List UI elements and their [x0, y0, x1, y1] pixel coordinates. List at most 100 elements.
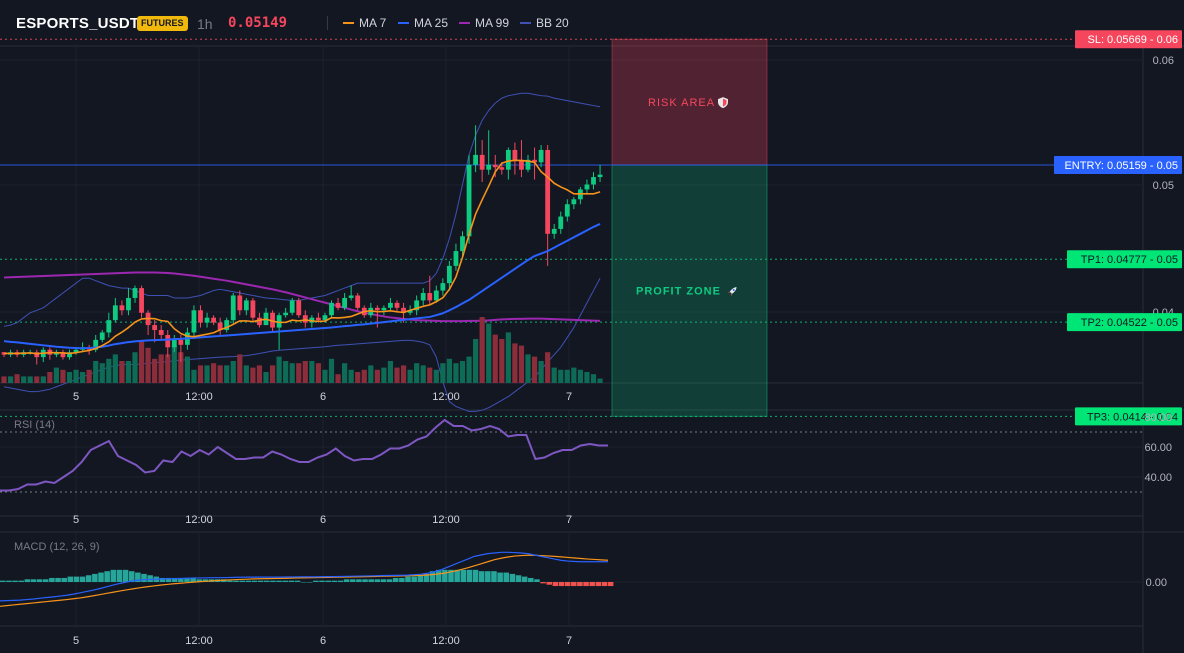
candle	[152, 320, 158, 343]
macd-histogram-bar	[589, 582, 595, 587]
volume-bar	[433, 369, 439, 383]
candle-body	[204, 317, 210, 323]
volume-bar	[27, 376, 33, 383]
time-axis-tick: 6	[320, 514, 326, 526]
candle	[283, 307, 289, 318]
volume-bar	[47, 372, 53, 383]
candle	[453, 243, 459, 271]
volume-bar	[211, 363, 217, 383]
candle-body	[165, 334, 171, 348]
risk-area-label: RISK AREA	[648, 97, 715, 109]
shield-half	[723, 98, 727, 107]
candle-body	[283, 312, 289, 316]
candle-body	[93, 339, 99, 350]
legend-bb20-label: BB 20	[536, 16, 569, 30]
candle-body	[73, 349, 79, 353]
macd-histogram-bar	[405, 576, 411, 582]
macd-histogram-bar	[270, 580, 276, 582]
macd-histogram-bar	[472, 569, 479, 582]
volume-bar	[400, 365, 407, 383]
candle	[329, 300, 334, 318]
rsi-axis-tick: 40.00	[1144, 472, 1172, 484]
legend-bb20[interactable]: BB 20	[520, 16, 569, 30]
candle	[217, 317, 223, 335]
macd-histogram-bar	[429, 571, 436, 582]
bb20-swatch	[520, 21, 531, 24]
macd-histogram-bar	[319, 580, 325, 582]
macd-histogram-bar	[577, 582, 583, 587]
macd-histogram-bar	[276, 580, 282, 582]
macd-histogram-bar	[356, 579, 362, 582]
candle	[473, 125, 478, 173]
volume-bar	[217, 365, 223, 383]
level-label-bg	[1067, 250, 1182, 269]
candle	[132, 285, 138, 303]
volume-bar	[73, 369, 79, 383]
volume-bar	[309, 361, 315, 383]
volume-bar	[512, 343, 518, 383]
time-axis-tick: 12:00	[185, 635, 213, 647]
candle	[302, 310, 308, 328]
macd-histogram-bar	[331, 580, 338, 582]
macd-histogram-bar	[540, 582, 546, 584]
macd-histogram-bar	[509, 573, 516, 582]
candle-body	[427, 293, 433, 301]
macd-histogram-bar	[202, 579, 209, 582]
interval-label[interactable]: 1h	[197, 16, 213, 32]
volume-bar	[263, 372, 269, 383]
level-label-bg	[1075, 407, 1182, 426]
macd-histogram-bar	[423, 573, 430, 582]
candle-body	[394, 302, 400, 308]
tp1-price-label: TP1: 0.04777 - 0.05	[1067, 250, 1182, 269]
candle-body	[381, 307, 387, 311]
price-axis-tick: 0.06	[1153, 55, 1174, 67]
macd-histogram-bar	[18, 580, 24, 582]
candle-body	[119, 305, 125, 311]
macd-histogram-bar	[411, 576, 417, 582]
volume-bar	[184, 356, 190, 383]
macd-histogram-bar	[362, 579, 368, 582]
sl-price-label: SL: 0.05669 - 0.06	[1075, 30, 1182, 49]
volume-bar	[165, 354, 171, 383]
candle-body	[420, 293, 426, 301]
candle	[551, 223, 557, 239]
legend-ma7[interactable]: MA 7	[343, 16, 386, 30]
level-label-text: TP2: 0.04522 - 0.05	[1081, 317, 1178, 329]
macd-histogram-bar	[128, 571, 135, 582]
macd-histogram-bar	[135, 572, 141, 582]
candle-body	[499, 167, 505, 170]
candle	[564, 199, 570, 222]
volume-bar	[99, 363, 105, 383]
candle	[211, 315, 216, 326]
volume-bar	[250, 367, 256, 383]
symbol-name[interactable]: ESPORTS_USDT	[16, 15, 140, 32]
legend-ma25-label: MA 25	[414, 16, 449, 30]
volume-bar	[492, 334, 498, 383]
volume-bar	[584, 372, 590, 383]
volume-bar	[335, 374, 341, 383]
candle-body	[335, 302, 341, 308]
candle-body	[302, 315, 308, 323]
volume-bar	[230, 361, 236, 383]
chart-header: ESPORTS_USDT FUTURES 1h 0.05149 MA 7 MA …	[0, 0, 1184, 46]
macd-histogram-bar	[503, 572, 510, 582]
candle-body	[564, 204, 570, 217]
candle	[388, 297, 393, 311]
macd-histogram-bar	[61, 577, 67, 582]
candle-body	[329, 302, 334, 316]
candle-body	[237, 295, 243, 311]
legend-ma99[interactable]: MA 99	[459, 16, 509, 30]
candle-body	[171, 339, 177, 348]
volume-bar	[597, 378, 603, 383]
candle	[460, 231, 465, 259]
time-axis-tick: 12:00	[432, 635, 460, 647]
macd-line	[0, 551, 608, 602]
macd-histogram-bar	[24, 579, 31, 582]
macd-histogram-bar	[368, 579, 374, 582]
legend-ma25[interactable]: MA 25	[398, 16, 448, 30]
macd-histogram-bar	[147, 575, 153, 582]
candle-body	[584, 184, 590, 190]
candle-body	[473, 154, 478, 165]
candle-body	[158, 330, 164, 335]
